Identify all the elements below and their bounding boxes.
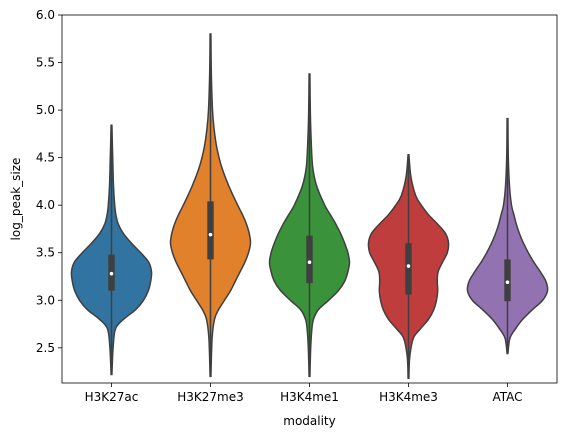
y-axis: 2.5 3.0 3.5 4.0 4.5 5.0 5.5 6.0 bbox=[36, 8, 62, 355]
violin-median-dot bbox=[307, 260, 312, 265]
y-tick-label: 2.5 bbox=[36, 341, 55, 355]
violin-median-dot bbox=[109, 271, 114, 276]
x-tick-label: H3K27ac bbox=[85, 390, 139, 404]
violin-median-dot bbox=[406, 264, 411, 268]
violin-iqr-box bbox=[405, 243, 412, 295]
x-tick-label: ATAC bbox=[492, 390, 522, 404]
y-axis-label: log_peak_size bbox=[9, 158, 23, 241]
x-tick-label: H3K4me3 bbox=[379, 390, 438, 404]
y-tick-label: 5.5 bbox=[36, 56, 55, 70]
y-tick-label: 4.0 bbox=[36, 198, 55, 212]
y-tick-label: 6.0 bbox=[36, 8, 55, 22]
x-axis: H3K27ac H3K27me3 H3K4me1 H3K4me3 ATAC bbox=[85, 383, 523, 404]
violin-iqr-box bbox=[207, 201, 214, 260]
violin-median-dot bbox=[505, 280, 510, 285]
x-axis-label: modality bbox=[283, 414, 335, 428]
x-tick-label: H3K4me1 bbox=[280, 390, 339, 404]
y-tick-label: 5.0 bbox=[36, 103, 55, 117]
violin-iqr-box bbox=[306, 235, 313, 284]
violin-iqr-box bbox=[504, 259, 511, 302]
y-tick-label: 4.5 bbox=[36, 151, 55, 165]
violin-median-dot bbox=[208, 232, 213, 237]
x-tick-label: H3K27me3 bbox=[177, 390, 244, 404]
violin-layer bbox=[70, 33, 549, 379]
y-tick-label: 3.5 bbox=[36, 246, 55, 260]
y-tick-label: 3.0 bbox=[36, 293, 55, 307]
